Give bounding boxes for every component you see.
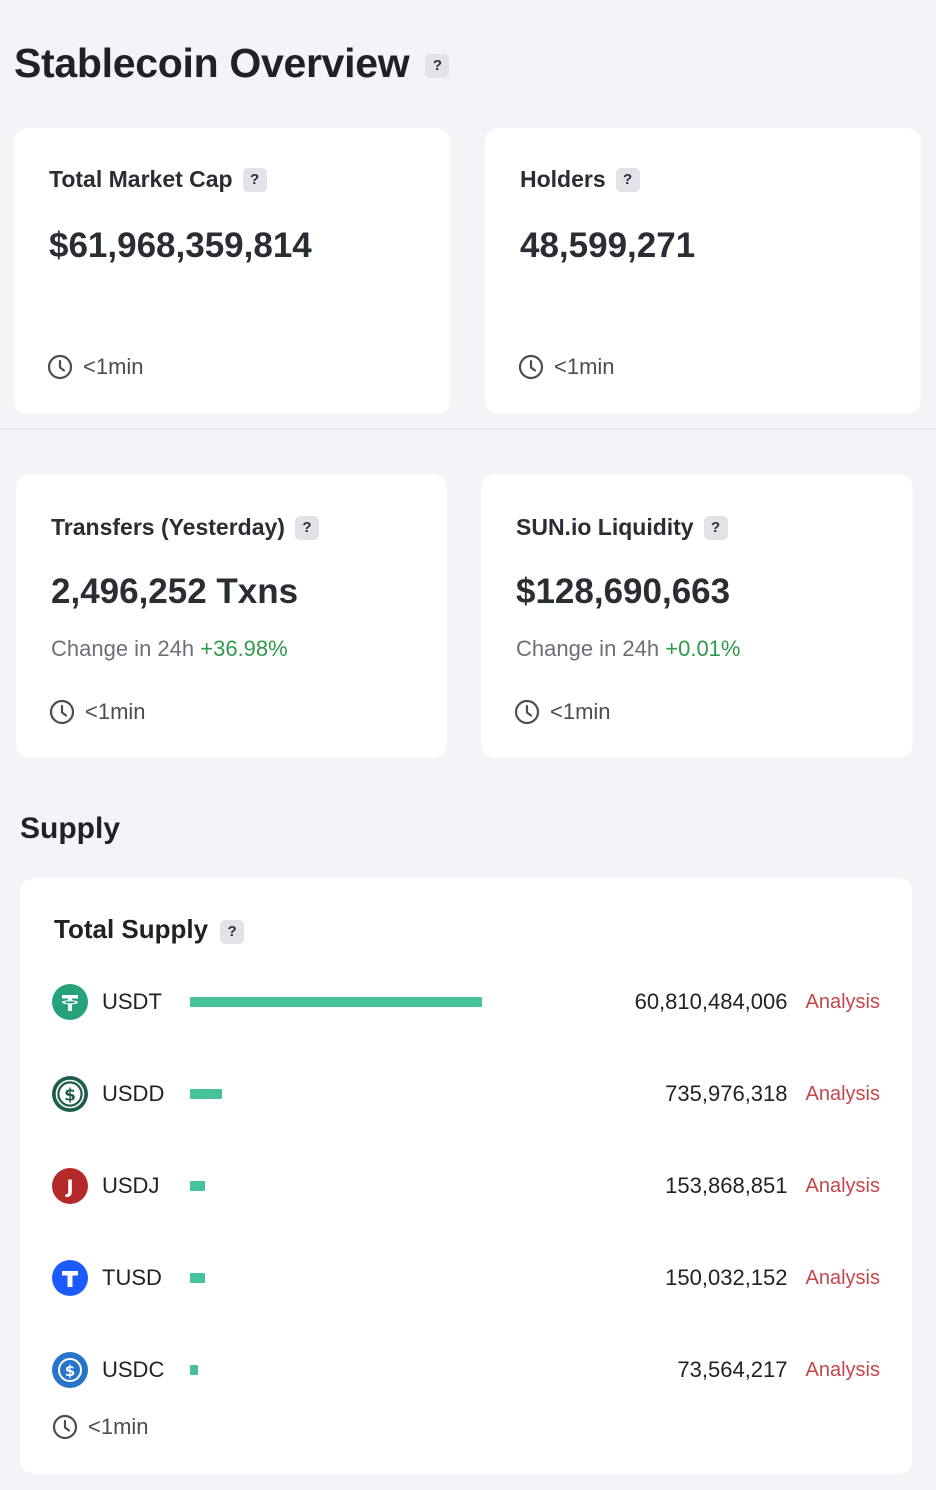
help-icon[interactable]: ?: [615, 167, 640, 192]
sunio-liquidity-card: SUN.io Liquidity ? $128,690,663 Change i…: [481, 474, 913, 758]
tether-icon: [52, 984, 88, 1020]
card-label: Holders ?: [520, 166, 640, 193]
supply-bar: [190, 997, 482, 1007]
transfers-card: Transfers (Yesterday) ? 2,496,252 Txns C…: [16, 474, 447, 758]
supply-bar-track: [190, 1365, 588, 1375]
analysis-link[interactable]: Analysis: [805, 1266, 880, 1289]
svg-text:J: J: [64, 1176, 73, 1198]
updated-text: <1min: [83, 354, 144, 379]
card-value: $128,690,663: [516, 572, 731, 611]
help-icon[interactable]: ?: [425, 53, 450, 78]
card-value: 2,496,252 Txns: [51, 572, 299, 611]
change-label: Change in 24h: [51, 636, 195, 661]
card-change: Change in 24h +0.01%: [516, 636, 740, 662]
svg-text:$: $: [65, 1362, 75, 1380]
updated-text: <1min: [550, 699, 611, 724]
updated-text: <1min: [85, 699, 146, 724]
clock-icon: [514, 699, 540, 725]
section-divider: [0, 428, 936, 430]
coin-name: USDD: [102, 1081, 165, 1106]
updated-time: <1min: [514, 699, 611, 725]
updated-time: <1min: [49, 699, 146, 725]
svg-text:$: $: [64, 1086, 76, 1106]
supply-section-title: Supply: [20, 812, 121, 845]
supply-row-usdt: USDT 60,810,484,006 Analysis: [52, 982, 880, 1022]
coin-amount: 60,810,484,006: [634, 989, 788, 1014]
coin-amount: 735,976,318: [665, 1081, 788, 1106]
coin-name: USDC: [102, 1357, 165, 1382]
usdc-icon: $: [52, 1352, 88, 1388]
coin-amount: 150,032,152: [665, 1265, 788, 1290]
updated-time: <1min: [52, 1414, 149, 1440]
supply-bar-track: [190, 997, 588, 1007]
page-title-text: Stablecoin Overview: [14, 40, 410, 86]
card-label-text: SUN.io Liquidity: [516, 514, 694, 540]
total-market-cap-card: Total Market Cap ? $61,968,359,814 <1min: [14, 128, 450, 414]
supply-bar-track: [190, 1181, 588, 1191]
card-label-text: Total Market Cap: [49, 166, 233, 192]
supply-bar: [190, 1089, 222, 1099]
supply-bar: [190, 1273, 205, 1283]
usdj-icon: J: [52, 1168, 88, 1204]
change-value: +36.98%: [200, 636, 288, 661]
coin-name: USDJ: [102, 1173, 160, 1198]
analysis-link[interactable]: Analysis: [805, 1082, 880, 1105]
analysis-link[interactable]: Analysis: [805, 1358, 880, 1381]
coin-name: TUSD: [102, 1265, 162, 1290]
card-label-text: Transfers (Yesterday): [51, 514, 285, 540]
total-supply-card: Total Supply ? USDT 60,810,484,006 Analy…: [20, 878, 912, 1474]
coin-amount: 153,868,851: [665, 1173, 788, 1198]
tusd-icon: [52, 1260, 88, 1296]
supply-row-usdj: J USDJ 153,868,851 Analysis: [52, 1166, 880, 1206]
supply-bar-track: [190, 1273, 588, 1283]
card-label: Transfers (Yesterday) ?: [51, 514, 319, 541]
updated-time: <1min: [518, 354, 615, 380]
card-change: Change in 24h +36.98%: [51, 636, 288, 662]
updated-time: <1min: [47, 354, 144, 380]
usdd-icon: $: [52, 1076, 88, 1112]
supply-row-usdd: $ USDD 735,976,318 Analysis: [52, 1074, 880, 1114]
analysis-link[interactable]: Analysis: [805, 1174, 880, 1197]
total-supply-header: Total Supply ?: [54, 914, 245, 945]
coin-amount: 73,564,217: [677, 1357, 788, 1382]
coin-name: USDT: [102, 989, 162, 1014]
supply-bar: [190, 1365, 198, 1375]
help-icon[interactable]: ?: [242, 167, 267, 192]
holders-card: Holders ? 48,599,271 <1min: [485, 128, 921, 414]
analysis-link[interactable]: Analysis: [805, 990, 880, 1013]
help-icon[interactable]: ?: [703, 515, 728, 540]
supply-row-tusd: TUSD 150,032,152 Analysis: [52, 1258, 880, 1298]
clock-icon: [49, 699, 75, 725]
card-value: $61,968,359,814: [49, 226, 312, 265]
supply-bar-track: [190, 1089, 588, 1099]
card-label-text: Holders: [520, 166, 606, 192]
updated-text: <1min: [88, 1414, 149, 1439]
help-icon[interactable]: ?: [220, 919, 245, 944]
change-value: +0.01%: [665, 636, 741, 661]
clock-icon: [52, 1414, 78, 1440]
updated-text: <1min: [554, 354, 615, 379]
help-icon[interactable]: ?: [294, 515, 319, 540]
card-label: SUN.io Liquidity ?: [516, 514, 728, 541]
clock-icon: [47, 354, 73, 380]
card-label: Total Market Cap ?: [49, 166, 267, 193]
card-value: 48,599,271: [520, 226, 696, 265]
supply-row-usdc: $ USDC 73,564,217 Analysis: [52, 1350, 880, 1390]
change-label: Change in 24h: [516, 636, 660, 661]
total-supply-title: Total Supply: [54, 914, 209, 944]
page-title: Stablecoin Overview ?: [14, 40, 450, 87]
supply-bar: [190, 1181, 205, 1191]
clock-icon: [518, 354, 544, 380]
